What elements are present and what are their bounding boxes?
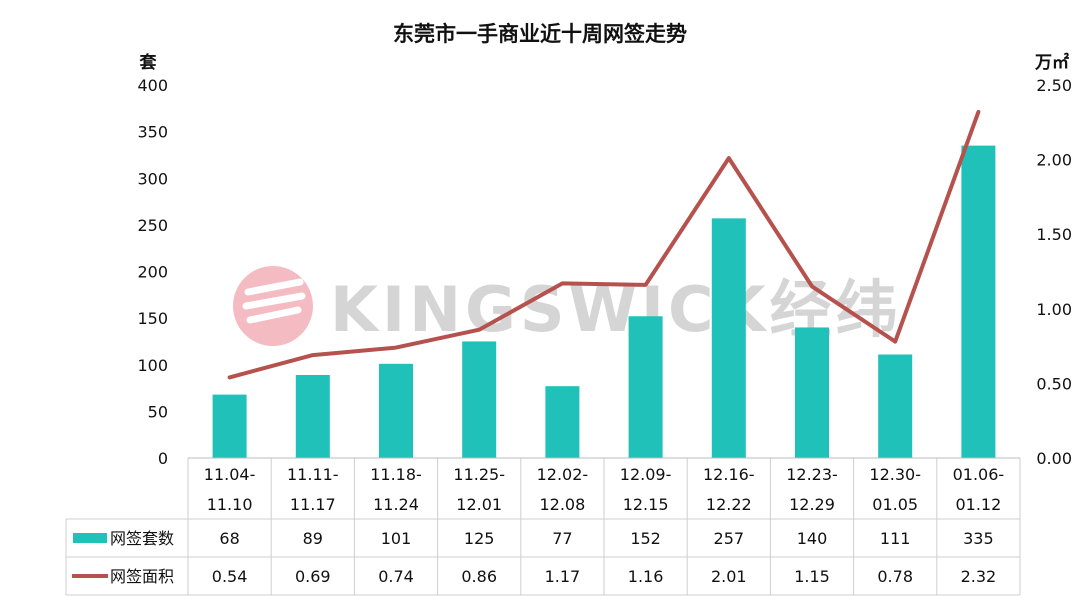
left-tick-label: 300: [137, 169, 168, 188]
x-tick-label: 12.22: [706, 495, 752, 514]
right-tick-label: 1.50: [1036, 225, 1072, 244]
left-tick-label: 200: [137, 263, 168, 282]
bar: [545, 386, 580, 458]
x-tick-label: 01.12: [955, 495, 1001, 514]
right-axis-unit: 万㎡: [1034, 52, 1069, 73]
x-tick-label: 12.16-: [703, 465, 755, 484]
right-axis-ticks: 0.00 0.50 1.00 1.50 2.00 2.50: [1036, 76, 1072, 468]
line-series: [227, 109, 981, 380]
x-tick-label: 11.24: [373, 495, 419, 514]
left-tick-label: 100: [137, 356, 168, 375]
left-axis-unit: 套: [139, 52, 158, 73]
watermark-logo-icon: [233, 266, 313, 346]
data-label: 125: [464, 529, 495, 548]
left-tick-label: 250: [137, 216, 168, 235]
right-tick-label: 1.00: [1036, 300, 1072, 319]
left-tick-label: 50: [148, 402, 168, 421]
bar: [795, 327, 829, 458]
x-tick-label: 12.29: [789, 495, 835, 514]
x-tick-label: 12.30-: [869, 465, 921, 484]
left-tick-label: 400: [137, 76, 168, 95]
bar: [295, 375, 330, 458]
data-table: 11.04- 11.10 11.11- 11.17 11.18- 11.24 11.25- 1…: [65, 457, 1021, 596]
x-tick-label: 11.11-: [287, 465, 339, 484]
left-tick-label: 150: [137, 309, 168, 328]
right-tick-label: 0.50: [1036, 374, 1072, 393]
data-label: 0.54: [212, 567, 248, 586]
x-tick-label: 12.01: [456, 495, 502, 514]
line-point: [228, 375, 232, 379]
left-axis-ticks: 0 50 100 150 200 250 300 350 400: [137, 76, 168, 468]
x-tick-label: 11.10: [207, 495, 253, 514]
x-tick-label: 12.02-: [537, 465, 589, 484]
data-label: 68: [219, 529, 239, 548]
x-tick-label: 01.05: [872, 495, 918, 514]
bar: [462, 341, 497, 458]
line-point: [560, 281, 564, 285]
data-label: 140: [797, 529, 828, 548]
data-label: 1.17: [545, 567, 581, 586]
left-tick-label: 350: [137, 123, 168, 142]
x-tick-label: 01.06-: [953, 465, 1005, 484]
bar: [961, 145, 996, 459]
bar: [628, 316, 663, 458]
area-line: [227, 109, 981, 380]
x-tick-label: 12.15: [623, 495, 669, 514]
data-label: 335: [963, 529, 994, 548]
legend-label: 网签面积: [110, 567, 174, 586]
legend-swatch-bar: [73, 533, 107, 543]
line-point: [311, 353, 315, 357]
x-tick-label: 12.08: [539, 495, 585, 514]
data-label: 152: [630, 529, 661, 548]
line-point: [976, 110, 980, 114]
bar: [212, 394, 247, 458]
data-label: 2.01: [711, 567, 747, 586]
line-point: [644, 283, 648, 287]
data-label: 2.32: [961, 567, 997, 586]
line-point: [893, 340, 897, 344]
right-tick-label: 2.00: [1036, 151, 1072, 170]
legend-label: 网签套数: [110, 529, 174, 548]
data-label: 101: [381, 529, 412, 548]
line-point: [394, 346, 398, 350]
right-tick-label: 0.00: [1036, 449, 1072, 468]
data-label: 0.78: [877, 567, 913, 586]
bar: [379, 363, 413, 458]
line-point: [727, 156, 731, 160]
bar-series: [212, 145, 996, 459]
x-tick-label: 11.18-: [370, 465, 422, 484]
data-label: 89: [303, 529, 323, 548]
x-tick-label: 12.23-: [786, 465, 838, 484]
x-tick-label: 11.25-: [453, 465, 505, 484]
x-tick-label: 12.09-: [620, 465, 672, 484]
line-point: [477, 328, 481, 332]
x-tick-label: 11.04-: [204, 465, 256, 484]
data-label: 77: [552, 529, 572, 548]
x-tick-label: 11.17: [290, 495, 336, 514]
data-label: 0.86: [461, 567, 497, 586]
bar: [711, 218, 746, 458]
chart-title: 东莞市一手商业近十周网签走势: [393, 22, 687, 46]
data-label: 1.16: [628, 567, 664, 586]
bar: [878, 354, 913, 458]
data-label: 1.15: [794, 567, 830, 586]
right-tick-label: 2.50: [1036, 76, 1072, 95]
data-label: 111: [880, 529, 911, 548]
left-tick-label: 0: [158, 449, 168, 468]
data-label: 0.74: [378, 567, 414, 586]
data-label: 0.69: [295, 567, 331, 586]
data-label: 257: [714, 529, 745, 548]
line-point: [810, 284, 814, 288]
